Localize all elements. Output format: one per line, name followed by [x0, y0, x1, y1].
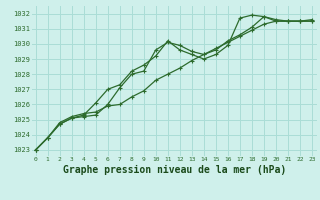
X-axis label: Graphe pression niveau de la mer (hPa): Graphe pression niveau de la mer (hPa): [63, 165, 286, 175]
